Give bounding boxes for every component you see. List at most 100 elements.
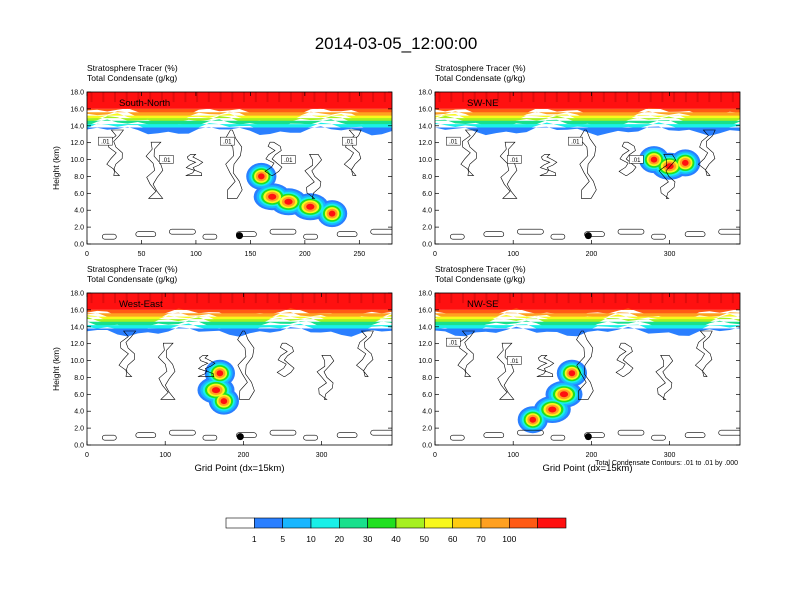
strat-streak bbox=[649, 293, 652, 304]
condensate-contour bbox=[457, 330, 475, 377]
x-tick-label: 200 bbox=[299, 251, 311, 258]
strat-streak bbox=[637, 92, 640, 103]
strat-streak bbox=[684, 293, 687, 304]
strat-streak bbox=[438, 293, 441, 304]
low-cloud-contour bbox=[584, 231, 605, 237]
strat-streak bbox=[266, 293, 269, 304]
strat-streak bbox=[462, 293, 464, 304]
condensate-contour bbox=[694, 330, 713, 377]
colorbar-label: 5 bbox=[280, 534, 285, 544]
strat-streak bbox=[684, 92, 687, 103]
condensate-contour bbox=[579, 129, 597, 199]
condensate-contour bbox=[237, 330, 255, 400]
low-cloud-contour bbox=[651, 233, 666, 240]
intrusion-blob bbox=[220, 398, 228, 405]
low-cloud-contour bbox=[483, 231, 505, 237]
strat-streak bbox=[207, 293, 210, 304]
x-tick-label: 0 bbox=[433, 452, 437, 459]
condensate-contour bbox=[460, 129, 479, 176]
strat-streak bbox=[637, 293, 640, 304]
y-tick-label: 10.0 bbox=[418, 358, 432, 365]
strat-streak bbox=[172, 92, 175, 103]
intrusion-blob bbox=[211, 387, 221, 394]
low-cloud-contour bbox=[202, 434, 218, 441]
strat-streak bbox=[532, 92, 535, 103]
strat-streak bbox=[520, 293, 523, 304]
strat-band-1 bbox=[87, 108, 392, 117]
y-tick-label: 18.0 bbox=[418, 90, 432, 97]
strat-band-4 bbox=[87, 316, 392, 326]
strat-streak bbox=[160, 293, 163, 304]
low-cloud-contour bbox=[336, 231, 358, 237]
y-tick-label: 10.0 bbox=[418, 157, 432, 164]
low-cloud-contour bbox=[370, 228, 392, 235]
strat-streak bbox=[289, 293, 292, 304]
strat-streak bbox=[614, 92, 617, 103]
strat-band-0 bbox=[87, 92, 392, 109]
colorbar-swatch bbox=[367, 517, 397, 529]
location-marker bbox=[236, 433, 244, 441]
low-cloud-contour bbox=[303, 233, 318, 240]
condensate-contour bbox=[304, 154, 322, 199]
condensate-contour bbox=[618, 141, 637, 176]
low-cloud-contour bbox=[202, 233, 218, 240]
intrusion-blob bbox=[216, 370, 224, 377]
condensate-contour bbox=[615, 342, 634, 377]
strat-streak bbox=[649, 92, 652, 103]
strat-band-7 bbox=[435, 126, 740, 136]
y-tick-label: 0.0 bbox=[422, 443, 432, 450]
y-tick-label: 10.0 bbox=[70, 358, 84, 365]
intrusion-blob bbox=[529, 416, 537, 423]
strat-streak bbox=[184, 92, 187, 103]
strat-streak bbox=[372, 92, 375, 103]
contour-label-box bbox=[220, 136, 235, 146]
contour-label: .01 bbox=[449, 341, 458, 347]
strat-streak bbox=[90, 293, 93, 304]
strat-streak bbox=[336, 293, 339, 304]
condensate-contour bbox=[106, 129, 124, 176]
y-tick-label: 0.0 bbox=[74, 443, 84, 450]
strat-streak bbox=[497, 92, 500, 103]
strat-streak bbox=[231, 92, 234, 103]
low-cloud-contour bbox=[517, 429, 544, 436]
y-tick-label: 12.0 bbox=[70, 341, 84, 348]
intrusion-blob bbox=[682, 159, 689, 166]
strat-streak bbox=[508, 92, 511, 103]
intrusion-blob bbox=[258, 173, 265, 180]
strat-streak bbox=[254, 293, 257, 304]
strat-streak bbox=[532, 293, 535, 304]
y-tick-label: 18.0 bbox=[418, 291, 432, 298]
strat-streak bbox=[508, 293, 511, 304]
panel-subtitle-condensate: Total Condensate (g/kg) bbox=[87, 274, 177, 284]
colorbar-label: 100 bbox=[502, 534, 516, 544]
panel-subtitle-condensate: Total Condensate (g/kg) bbox=[435, 274, 525, 284]
y-axis-label: Height (km) bbox=[51, 146, 61, 190]
strat-streak bbox=[673, 92, 676, 103]
plot-frame bbox=[434, 292, 741, 446]
strat-streak bbox=[149, 293, 152, 304]
low-cloud-contour bbox=[303, 434, 318, 441]
intrusion-blob bbox=[650, 156, 658, 163]
low-cloud-contour bbox=[169, 228, 196, 235]
strat-band-0 bbox=[87, 293, 392, 310]
y-tick-label: 8.0 bbox=[422, 375, 432, 382]
low-cloud-contour bbox=[483, 432, 505, 439]
x-tick-label: 200 bbox=[238, 452, 250, 459]
strat-streak bbox=[207, 92, 210, 103]
intrusion-blob bbox=[328, 210, 336, 217]
strat-band-0 bbox=[435, 92, 740, 109]
strat-band-2 bbox=[435, 312, 740, 322]
x-tick-label: 150 bbox=[245, 251, 257, 258]
y-tick-label: 14.0 bbox=[418, 324, 432, 331]
contour-label-box bbox=[629, 155, 644, 164]
intrusion-blob bbox=[559, 391, 569, 398]
strat-streak bbox=[383, 92, 386, 103]
low-cloud-contour bbox=[236, 432, 257, 439]
contour-label-box bbox=[507, 155, 522, 164]
low-cloud-contour bbox=[684, 231, 706, 237]
strat-band-7 bbox=[87, 126, 392, 136]
strat-streak bbox=[708, 92, 711, 103]
colorbar-swatch bbox=[395, 517, 425, 529]
panel-label: South-North bbox=[119, 98, 170, 109]
